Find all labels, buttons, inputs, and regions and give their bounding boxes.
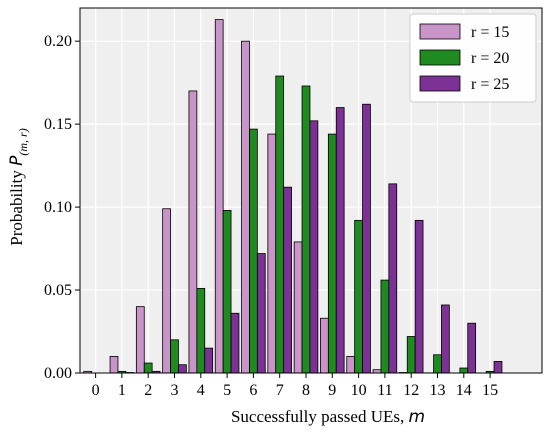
bars-group (83, 19, 503, 374)
y-tick-label: 0.00 (44, 365, 72, 382)
y-tick-label: 0.15 (44, 116, 72, 133)
bar-r25-m5 (230, 312, 240, 374)
y-axis-title: Probability P(m, r) (7, 128, 30, 245)
x-tick-label: 7 (276, 382, 284, 399)
bar-r15-m8 (293, 241, 303, 374)
y-tick-label: 0.20 (44, 33, 72, 50)
bar-r20-m9 (327, 133, 337, 374)
bar-r25-m12 (414, 219, 424, 374)
legend-label: r = 25 (471, 76, 509, 93)
x-tick-label: 6 (249, 382, 257, 399)
bar-r20-m7 (275, 75, 285, 374)
x-tick-label: 13 (430, 382, 446, 399)
legend-swatch (419, 75, 461, 92)
bar-r25-m6 (256, 253, 266, 374)
x-axis-title-var: m (408, 407, 425, 427)
x-tick-label: 2 (144, 382, 152, 399)
x-axis-title-text: Successfully passed UEs, (231, 407, 409, 426)
bar-r15-m4 (188, 90, 198, 374)
bar-r25-m7 (283, 186, 292, 374)
x-tick-label: 8 (302, 382, 310, 399)
bar-r25-m9 (335, 107, 345, 374)
legend-swatch (419, 49, 461, 66)
x-tick-label: 5 (223, 382, 231, 399)
bar-r25-m11 (388, 183, 398, 374)
plot-frame (79, 7, 543, 374)
y-axis-title-var: P (7, 155, 27, 166)
bar-r25-m4 (204, 347, 214, 374)
x-tick-label: 14 (456, 382, 472, 399)
bar-r15-m10 (346, 356, 356, 374)
bar-r15-m3 (162, 208, 171, 374)
bar-r25-m14 (467, 322, 477, 374)
bar-r20-m5 (222, 210, 232, 374)
bar-r20-m8 (301, 85, 311, 374)
bar-r20-m3 (170, 339, 179, 374)
x-tick-label: 0 (92, 382, 100, 399)
bar-r20-m12 (406, 336, 416, 374)
x-tick-label: 3 (171, 382, 179, 399)
bar-r20-m2 (143, 362, 153, 374)
x-tick-label: 10 (351, 382, 367, 399)
x-tick-label: 15 (482, 382, 498, 399)
x-tick-label: 12 (403, 382, 419, 399)
bar-r25-m10 (362, 103, 371, 374)
bar-r15-m7 (267, 133, 277, 374)
bar-r25-m8 (309, 120, 319, 374)
bar-r20-m11 (380, 279, 390, 374)
bar-r15-m1 (109, 356, 119, 374)
bar-r25-m15 (493, 360, 503, 374)
y-tick-label: 0.05 (44, 282, 72, 299)
x-tick-label: 11 (377, 382, 392, 399)
x-tick-label: 4 (197, 382, 205, 399)
y-axis: 0.00 0.05 0.10 0.15 0.20 (44, 33, 80, 382)
legend-swatch (419, 23, 461, 40)
x-tick-label: 1 (118, 382, 126, 399)
bar-r25-m13 (441, 304, 450, 374)
y-tick-label: 0.10 (44, 199, 72, 216)
bar-r20-m14 (459, 367, 469, 374)
bar-r15-m5 (214, 19, 224, 374)
legend: r = 15 r = 20 r = 25 (409, 13, 537, 103)
bar-r20-m13 (433, 354, 442, 374)
bar-r20-m6 (249, 128, 258, 374)
x-tick-label: 9 (328, 382, 336, 399)
y-axis-title-text: Probability (7, 166, 26, 246)
legend-label: r = 15 (471, 24, 509, 41)
legend-label: r = 20 (471, 50, 509, 67)
bar-r15-m2 (135, 306, 145, 374)
bar-r15-m9 (320, 317, 329, 374)
bar-r20-m10 (354, 219, 363, 374)
x-axis: 0 1 2 3 4 5 6 7 8 9 10 11 12 13 14 15 (92, 373, 498, 399)
x-axis-title: Successfully passed UEs, m (231, 407, 425, 427)
y-axis-title-sub: (m, r) (16, 128, 30, 155)
bar-r25-m3 (178, 364, 187, 374)
bar-r15-m6 (241, 40, 250, 374)
bar-r20-m4 (196, 287, 206, 374)
